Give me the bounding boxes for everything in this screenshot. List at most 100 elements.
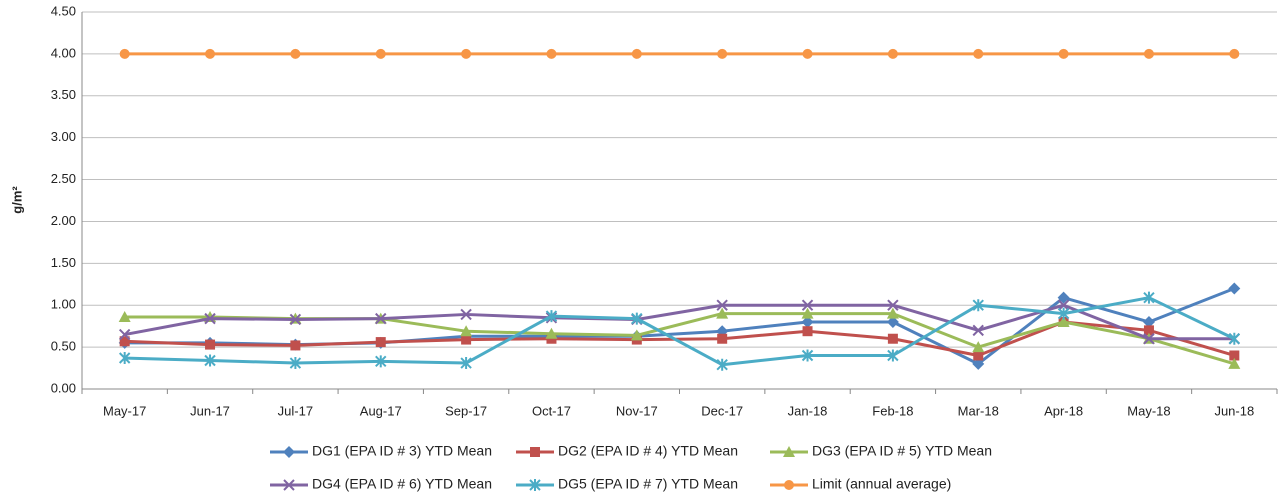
marker — [972, 341, 985, 353]
marker — [1143, 333, 1155, 345]
marker — [1229, 48, 1240, 59]
marker — [887, 349, 899, 362]
marker — [545, 327, 558, 339]
series-line — [124, 320, 1235, 357]
y-tick-label: 2.50 — [51, 171, 76, 186]
marker — [375, 48, 386, 59]
marker — [290, 48, 301, 59]
y-tick-label: 4.00 — [51, 45, 76, 60]
marker — [631, 48, 642, 59]
series-line — [124, 296, 1235, 367]
marker — [886, 307, 899, 319]
y-tick-label: 2.00 — [51, 213, 76, 228]
marker — [972, 357, 985, 370]
marker — [375, 355, 387, 368]
marker — [1229, 350, 1240, 361]
marker — [972, 324, 984, 337]
marker — [283, 446, 295, 458]
marker — [289, 357, 302, 370]
x-tick-label: Oct-17 — [532, 403, 571, 418]
marker — [887, 299, 899, 311]
marker — [119, 336, 130, 347]
marker — [886, 315, 899, 328]
marker — [460, 357, 472, 370]
y-tick-label: 3.50 — [51, 87, 76, 102]
legend-label: Limit (annual average) — [812, 476, 951, 492]
marker — [1228, 357, 1241, 369]
marker — [716, 299, 728, 311]
legend-item: DG5 (EPA ID # 7) YTD Mean — [516, 476, 738, 492]
marker — [118, 352, 131, 365]
y-tick-label: 0.00 — [51, 380, 76, 395]
marker — [205, 339, 216, 350]
x-tick-label: Mar-18 — [958, 403, 999, 418]
marker — [783, 446, 795, 457]
marker — [887, 333, 898, 344]
marker — [801, 349, 814, 362]
marker — [118, 328, 131, 341]
marker — [1058, 48, 1069, 59]
marker — [460, 325, 473, 337]
y-axis-label: g/m² — [9, 186, 24, 214]
legend-item: DG2 (EPA ID # 4) YTD Mean — [516, 443, 738, 459]
y-tick-label: 0.50 — [51, 339, 76, 354]
marker — [802, 48, 813, 59]
marker — [1143, 48, 1154, 59]
marker — [717, 333, 728, 344]
marker — [801, 299, 814, 311]
marker — [283, 479, 295, 491]
y-tick-label: 1.50 — [51, 255, 76, 270]
x-tick-label: Apr-18 — [1044, 403, 1083, 418]
marker — [802, 326, 813, 337]
marker — [460, 308, 472, 321]
legend-item: DG1 (EPA ID # 3) YTD Mean — [270, 443, 492, 459]
x-tick-label: Sep-17 — [445, 403, 487, 418]
y-tick-label: 1.00 — [51, 297, 76, 312]
marker — [1057, 307, 1070, 320]
x-tick-label: Feb-18 — [872, 403, 913, 418]
x-tick-label: Jul-17 — [278, 403, 313, 418]
legend-item: Limit (annual average) — [770, 476, 951, 492]
marker — [784, 480, 794, 490]
legend-label: DG2 (EPA ID # 4) YTD Mean — [558, 443, 738, 459]
marker — [546, 48, 557, 59]
legend-label: DG3 (EPA ID # 5) YTD Mean — [812, 443, 992, 459]
legend-item: DG4 (EPA ID # 6) YTD Mean — [270, 476, 492, 492]
marker — [717, 48, 728, 59]
marker — [204, 312, 216, 325]
marker — [1057, 315, 1070, 327]
marker — [375, 312, 387, 325]
marker — [530, 447, 540, 457]
marker — [801, 315, 814, 328]
marker — [290, 340, 301, 351]
legend-item: DG3 (EPA ID # 5) YTD Mean — [770, 443, 992, 459]
marker — [529, 479, 541, 491]
marker — [973, 350, 984, 361]
marker — [118, 310, 131, 322]
marker — [289, 313, 302, 326]
marker — [887, 48, 898, 59]
series-line — [124, 303, 1235, 341]
marker — [205, 48, 216, 59]
marker — [716, 307, 729, 319]
marker — [546, 333, 557, 344]
marker — [1057, 291, 1070, 304]
x-tick-label: May-17 — [103, 403, 146, 418]
marker — [716, 358, 728, 371]
marker — [801, 307, 814, 319]
x-tick-label: Jun-17 — [190, 403, 230, 418]
x-tick-label: Jun-18 — [1214, 403, 1254, 418]
x-tick-label: Jan-18 — [788, 403, 828, 418]
legend-label: DG5 (EPA ID # 7) YTD Mean — [558, 476, 738, 492]
marker — [631, 312, 643, 325]
marker — [1143, 325, 1154, 336]
marker — [1228, 282, 1241, 295]
marker — [119, 48, 130, 59]
x-tick-label: May-18 — [1127, 403, 1170, 418]
marker — [1228, 332, 1241, 345]
x-tick-label: Nov-17 — [616, 403, 658, 418]
marker — [1143, 291, 1155, 304]
y-tick-label: 3.00 — [51, 129, 76, 144]
y-tick-label: 4.50 — [51, 3, 76, 18]
